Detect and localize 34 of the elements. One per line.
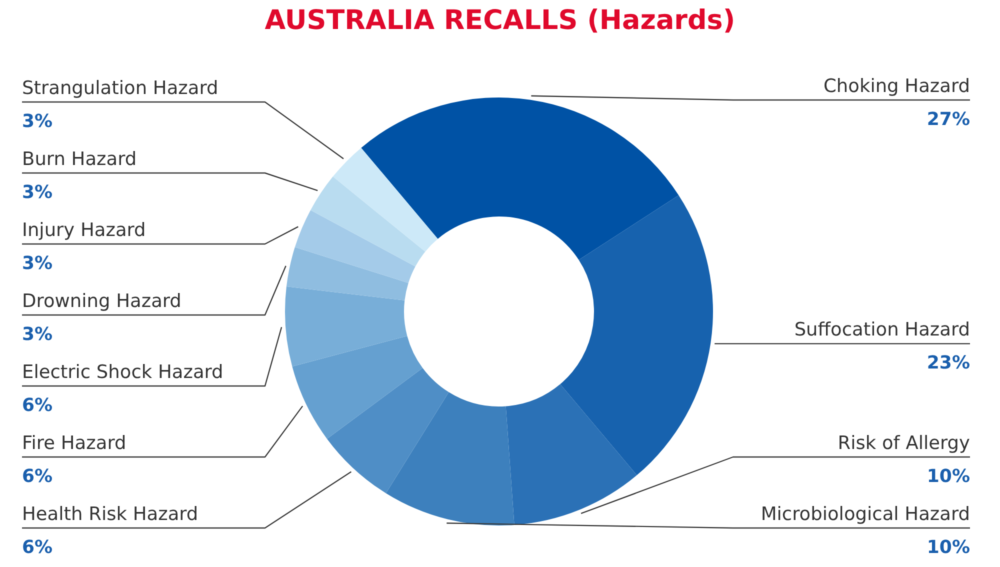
data-label: 10% (926, 537, 970, 558)
donut-slice (286, 247, 408, 300)
slice-label: Suffocation Hazard (794, 320, 970, 341)
donut-slice (310, 176, 426, 266)
donut-slice (294, 210, 416, 283)
donut-slice (292, 336, 423, 439)
data-label: 23% (926, 352, 970, 374)
donut-slice (386, 392, 514, 526)
slice-label: Injury Hazard (22, 220, 146, 241)
slice-label: Risk of Allergy (838, 433, 970, 454)
slice-label: Electric Shock Hazard (22, 362, 224, 383)
donut-slice (285, 286, 408, 367)
donut-slice (506, 384, 637, 525)
chart-title: AUSTRALIA RECALLS (Hazards) (264, 5, 736, 36)
slice-label: Health Risk Hazard (22, 504, 198, 525)
data-label: 3% (22, 324, 53, 345)
data-label: 6% (22, 537, 53, 558)
donut-slice (361, 98, 679, 260)
data-label: 3% (22, 182, 53, 203)
data-label: 3% (22, 253, 53, 274)
slice-label: Microbiological Hazard (760, 504, 970, 525)
data-label: 6% (22, 466, 53, 487)
data-label: 6% (22, 395, 53, 416)
slice-label: Strangulation Hazard (22, 78, 218, 99)
donut-slice (326, 368, 449, 494)
donut-slice (332, 148, 438, 252)
slice-label: Drowning Hazard (22, 291, 182, 312)
slice-label: Burn Hazard (22, 149, 137, 170)
slice-label: Fire Hazard (22, 433, 126, 454)
data-label: 27% (926, 109, 970, 130)
data-label: 3% (22, 111, 53, 132)
data-label: 10% (926, 466, 970, 487)
donut-slice (560, 195, 713, 476)
slice-label: Choking Hazard (824, 76, 970, 97)
